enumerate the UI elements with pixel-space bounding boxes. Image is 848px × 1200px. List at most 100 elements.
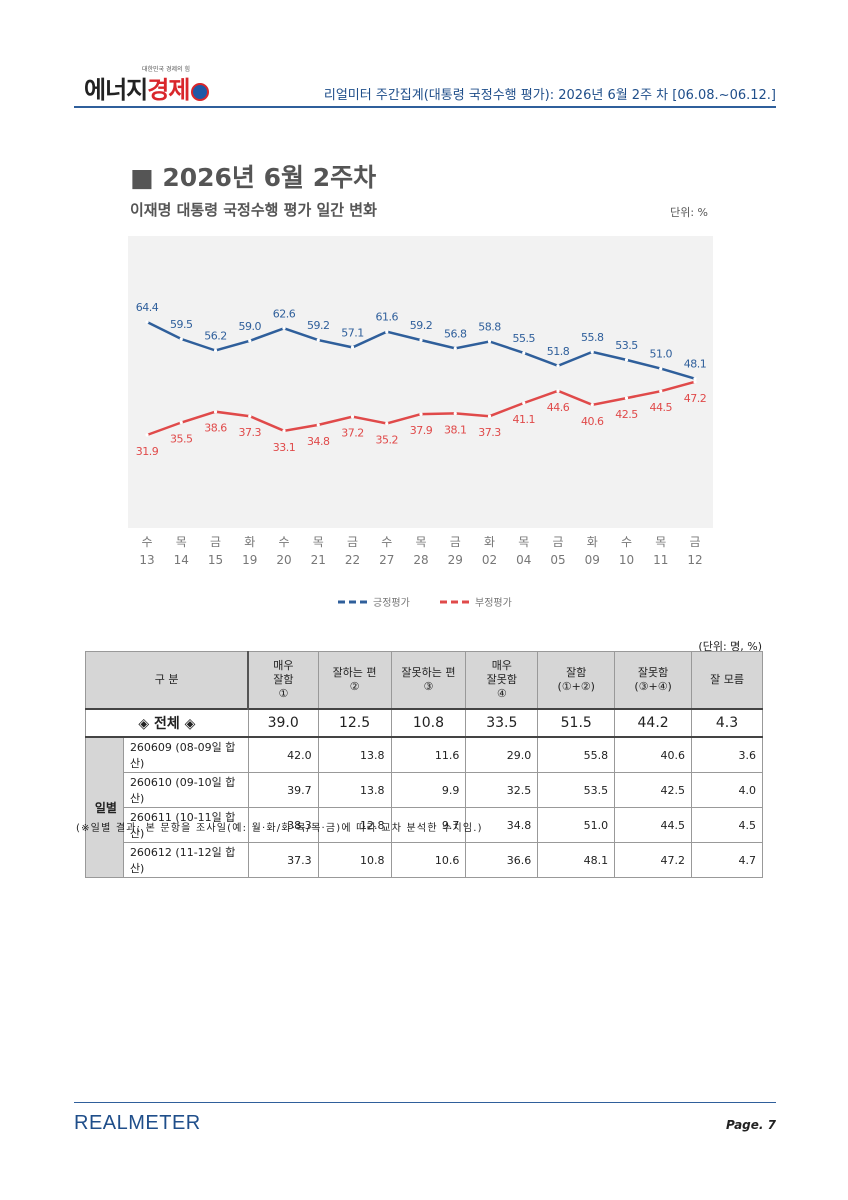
data-point — [453, 411, 457, 416]
chart-unit-label: 단위: % — [670, 206, 708, 219]
x-tick-day: 수 — [141, 535, 152, 549]
value-cell: 13.8 — [317, 772, 392, 808]
header-very-bad: 매우 잘못함 ④ — [465, 651, 539, 710]
data-label: 55.8 — [581, 331, 604, 344]
x-tick-day: 금 — [450, 535, 461, 549]
value-cell: 51.0 — [537, 807, 616, 843]
chart-legend: 긍정평가 부정평가 — [338, 597, 512, 609]
value-cell: 4.5 — [691, 807, 763, 843]
data-label: 37.3 — [478, 426, 501, 439]
chart-subtitle: 이재명 대통령 국정수행 평가 일간 변화 — [130, 201, 377, 219]
x-tick-day: 화 — [587, 535, 598, 549]
total-negative: 44.2 — [614, 708, 693, 738]
data-point — [316, 338, 320, 342]
data-label: 59.0 — [239, 320, 262, 333]
table-row: 일별 260609 (08-09일 합산) 42.0 13.8 11.6 29.… — [85, 736, 763, 878]
x-tick-date: 29 — [448, 553, 463, 567]
value-cell: 12.8 — [317, 807, 392, 843]
data-point — [624, 396, 629, 400]
x-tick-date: 09 — [585, 553, 600, 567]
data-label: 42.5 — [615, 408, 638, 421]
value-cell: 9.7 — [390, 807, 467, 843]
data-point — [522, 351, 526, 355]
data-point — [179, 420, 183, 425]
x-tick-day: 목 — [655, 535, 666, 549]
table-row: 260612 (11-12일 합산) 37.3 10.8 10.6 36.6 4… — [86, 842, 763, 878]
header-very-good: 매우 잘함 ① — [247, 651, 319, 710]
value-cell: 10.8 — [317, 842, 392, 878]
total-very-good: 39.0 — [247, 708, 319, 738]
page-number: Page. 7 — [726, 1118, 776, 1132]
data-label: 35.2 — [376, 434, 399, 447]
data-point — [419, 412, 423, 416]
x-tick-day: 목 — [176, 535, 187, 549]
x-tick-day: 수 — [621, 535, 632, 549]
approval-line-chart: 64.4 59.5 56.2 59.0 62.6 59.2 57.1 61.6 59.2 56.8… — [128, 236, 713, 609]
total-somewhat-good: 12.5 — [317, 708, 392, 738]
data-point — [556, 364, 560, 368]
data-point — [179, 337, 183, 341]
data-label: 58.8 — [478, 320, 501, 333]
period-cell: 260612 (11-12일 합산) — [122, 842, 249, 878]
data-label: 40.6 — [581, 415, 604, 428]
data-point — [522, 401, 526, 405]
x-tick-date: 22 — [345, 553, 360, 567]
data-point — [213, 348, 218, 353]
x-tick-date: 27 — [379, 553, 394, 567]
x-tick-day: 목 — [313, 535, 324, 549]
data-label: 56.8 — [444, 327, 467, 340]
data-point — [316, 423, 320, 427]
data-label: 44.5 — [650, 401, 673, 414]
data-label: 41.1 — [513, 413, 536, 426]
data-point — [248, 339, 252, 343]
value-cell: 32.5 — [465, 772, 539, 808]
data-label: 37.2 — [341, 427, 364, 440]
period-cell: 260609 (08-09일 합산) — [122, 736, 249, 773]
x-tick-day: 수 — [381, 535, 392, 549]
data-point — [487, 339, 492, 344]
data-label: 61.6 — [376, 311, 399, 324]
total-dont-know: 4.3 — [691, 708, 763, 738]
data-label: 57.1 — [341, 326, 364, 339]
data-label: 38.1 — [444, 423, 467, 436]
data-label: 44.6 — [547, 401, 570, 414]
x-tick-date: 02 — [482, 553, 497, 567]
x-tick-day: 금 — [689, 535, 700, 549]
header-positive-total: 잘함 (①+②) — [537, 651, 616, 710]
data-label: 59.5 — [170, 318, 193, 331]
value-cell: 13.8 — [317, 736, 392, 773]
x-tick-date: 05 — [550, 553, 565, 567]
x-tick-labels: 수 13 목 14 금 15 화 19 수 20 목 21 금 22 수 27 목 28 금 29 화 02 목 04 금 05 화… — [139, 535, 702, 567]
data-label: 38.6 — [204, 422, 227, 435]
value-cell: 4.7 — [691, 842, 763, 878]
x-tick-day: 목 — [415, 535, 426, 549]
data-label: 34.8 — [307, 435, 330, 448]
data-label: 51.0 — [650, 348, 673, 361]
period-cell: 260611 (10-11일 합산) — [122, 807, 249, 843]
x-tick-day: 화 — [484, 535, 495, 549]
plot-area — [128, 236, 713, 528]
value-cell: 40.6 — [614, 736, 693, 773]
data-point — [385, 330, 389, 334]
total-somewhat-bad: 10.8 — [390, 708, 467, 738]
data-label: 56.2 — [204, 330, 227, 343]
x-tick-day: 금 — [347, 535, 358, 549]
value-cell: 53.5 — [537, 772, 616, 808]
data-point — [453, 346, 457, 351]
x-tick-date: 13 — [139, 553, 154, 567]
series-lines — [145, 320, 697, 437]
data-label: 59.2 — [307, 319, 330, 332]
period-cell: 260610 (09-10일 합산) — [122, 772, 249, 808]
data-point — [213, 410, 218, 414]
header-category: 구 분 — [85, 651, 250, 710]
x-tick-date: 11 — [653, 553, 668, 567]
data-point — [659, 366, 663, 371]
chart-title: ■ 2026년 6월 2주차 — [130, 163, 377, 192]
value-cell: 42.5 — [614, 772, 693, 808]
value-cell: 3.6 — [691, 736, 763, 773]
total-label: ◈ 전체 ◈ — [85, 708, 249, 738]
logo-text-accent: 경제 — [147, 76, 190, 104]
data-point — [590, 403, 594, 407]
